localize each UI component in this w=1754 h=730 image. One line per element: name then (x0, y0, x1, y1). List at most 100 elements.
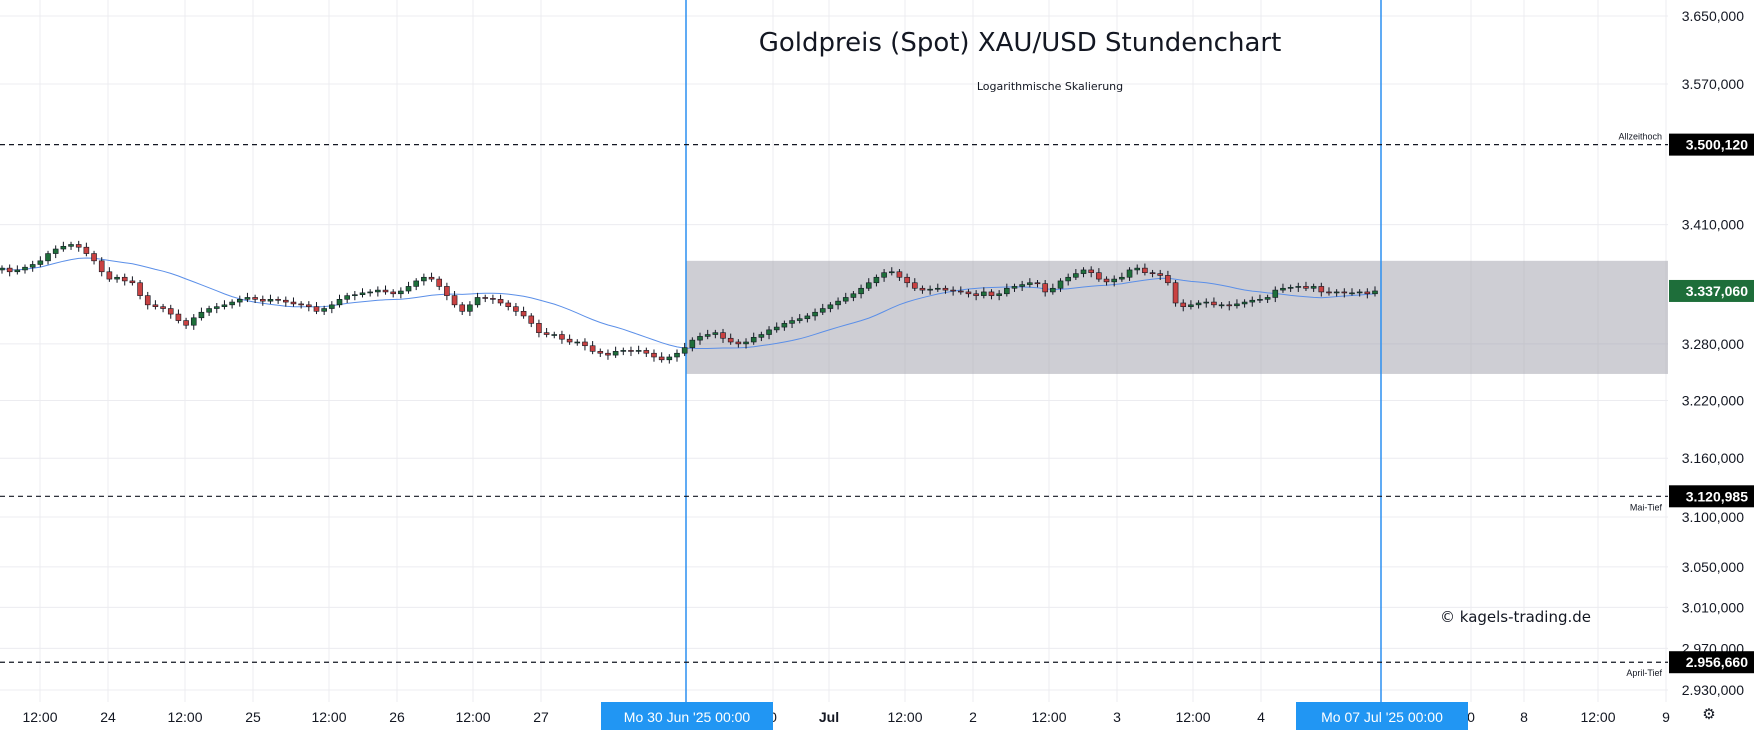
candle-body (352, 294, 358, 296)
candle-body (888, 271, 895, 274)
candle-body (1318, 286, 1325, 293)
x-tick-label: Jul (819, 709, 839, 725)
candle-body (1218, 304, 1225, 307)
candle-body (52, 248, 59, 254)
y-tick-label: 3.100,000 (1682, 509, 1744, 525)
x-tick-label: 25 (245, 709, 261, 725)
y-tick-label: 3.010,000 (1682, 599, 1744, 615)
candle-body (819, 308, 826, 313)
candle-body (781, 323, 788, 328)
candle-body (444, 286, 450, 296)
x-tick-label: 8 (1520, 709, 1528, 725)
candle-body (1356, 291, 1363, 294)
x-tick-label: 26 (389, 709, 405, 725)
candle-body (336, 298, 343, 306)
consolidation-range-box (686, 260, 1668, 374)
candle-body (1126, 269, 1133, 278)
candle-body (60, 245, 67, 250)
candle-body (1011, 286, 1018, 289)
x-tick-label: 2 (969, 709, 977, 725)
level-badge (1669, 133, 1754, 156)
candle-body (91, 253, 97, 262)
x-tick-label: 4 (1257, 709, 1265, 725)
candle-body (275, 298, 281, 301)
y-tick-label: 3.220,000 (1682, 392, 1744, 408)
candle-body (329, 304, 335, 309)
candle-body (229, 301, 235, 306)
candle-body (459, 304, 466, 312)
candle-body (267, 298, 274, 302)
candle-body (175, 313, 182, 321)
candle-body (674, 352, 680, 358)
x-tick-label: 3 (1113, 709, 1121, 725)
gear-icon[interactable]: ⚙ (1702, 706, 1716, 723)
candle-body (1264, 297, 1271, 300)
x-tick-label: 12:00 (1031, 709, 1066, 725)
candle-body (313, 306, 320, 312)
level-badge (1669, 651, 1754, 674)
candle-body (796, 318, 803, 321)
candle-body (1333, 291, 1340, 294)
candle-body (513, 306, 519, 312)
candle-body (1103, 278, 1110, 283)
candle-body (405, 286, 412, 292)
candle-body (1287, 287, 1294, 289)
candle-body (1172, 282, 1179, 304)
candle-body (451, 295, 458, 306)
candle-body (1004, 287, 1010, 295)
candle-body (1142, 267, 1148, 273)
candle-body (735, 341, 742, 345)
candle-body (183, 320, 189, 326)
candle-body (421, 276, 427, 282)
candle-body (612, 351, 619, 356)
level-value: 3.500,120 (1686, 137, 1748, 153)
candle-body (1364, 291, 1371, 295)
y-tick-label: 3.410,000 (1682, 217, 1744, 233)
candle-body (344, 295, 350, 300)
x-tick-label: 27 (533, 709, 549, 725)
candle-body (436, 278, 443, 287)
candle-body (1303, 286, 1309, 289)
candle-body (29, 264, 36, 268)
candle-body (827, 304, 834, 309)
candle-body (551, 334, 558, 336)
candle-body (0, 267, 5, 271)
candle-body (1310, 286, 1317, 289)
candle-body (37, 260, 44, 265)
date-marker-badge (1296, 702, 1468, 730)
candlesticks (0, 240, 1378, 364)
candle-body (658, 356, 665, 361)
current-price-badge (1669, 279, 1754, 302)
candle-body (1249, 299, 1256, 303)
candle-body (697, 336, 703, 341)
candle-body (45, 253, 51, 262)
candle-body (1195, 302, 1202, 306)
candle-body (1027, 282, 1033, 285)
candle-body (1019, 284, 1025, 287)
candle-body (520, 311, 527, 317)
candle-body (244, 297, 251, 300)
candle-body (1372, 290, 1378, 295)
candle-body (1349, 292, 1355, 295)
y-tick-label: 2.930,000 (1682, 682, 1744, 698)
candle-body (712, 332, 719, 335)
candle-body (1341, 291, 1348, 294)
x-tick-label: 9 (1662, 709, 1670, 725)
candle-body (911, 282, 918, 289)
candle-body (382, 289, 389, 293)
candle-body (152, 304, 159, 307)
candle-body (68, 244, 74, 247)
candle-body (390, 291, 396, 295)
candle-body (474, 297, 481, 306)
candle-body (259, 298, 266, 302)
candle-body (1042, 283, 1048, 293)
candle-body (75, 244, 82, 248)
candle-body (766, 329, 772, 335)
candle-body (359, 292, 366, 295)
candle-body (758, 334, 765, 338)
price-axis: 3.650,000 3.570,000 3.410,000 3.280,000 3.22… (1669, 8, 1754, 698)
candle-body (727, 337, 734, 343)
candle-body (773, 326, 780, 331)
candle-body (1073, 273, 1079, 278)
candle-body (1057, 280, 1064, 289)
